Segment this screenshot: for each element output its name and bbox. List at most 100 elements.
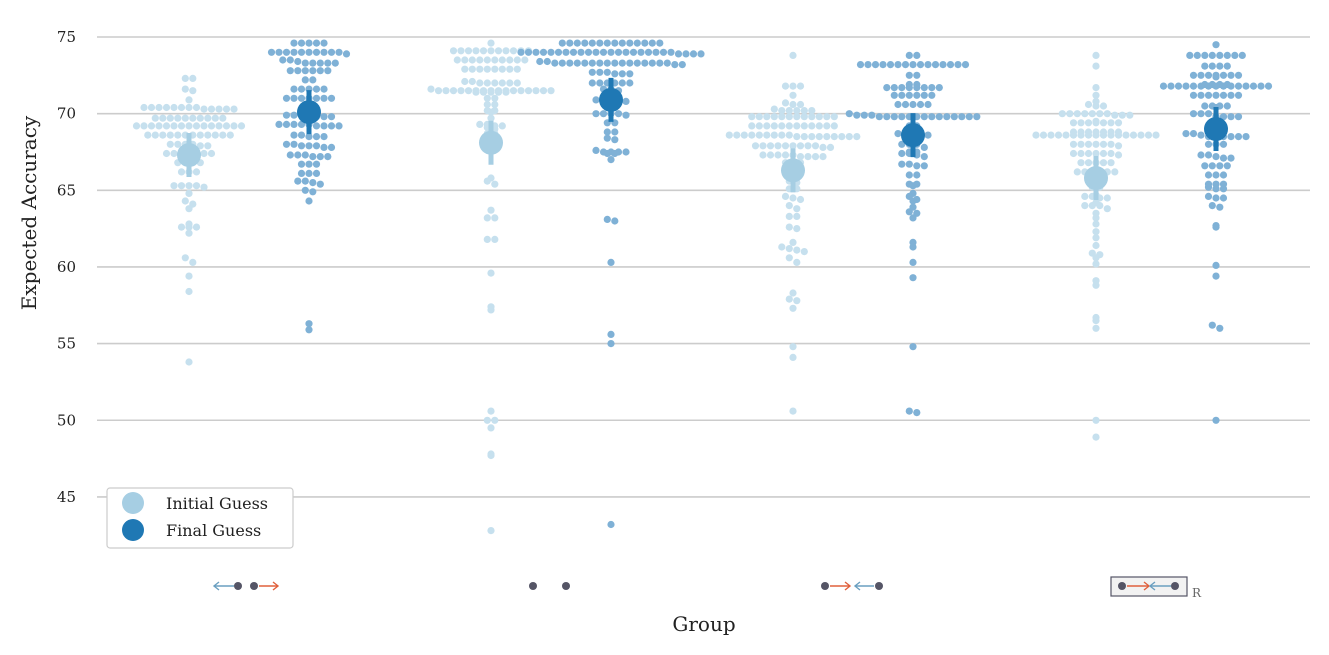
point-final-group-4 bbox=[1219, 194, 1228, 202]
point-initial-group-3 bbox=[759, 151, 767, 159]
point-initial-group-3 bbox=[789, 51, 797, 60]
point-initial-group-2 bbox=[487, 39, 495, 47]
point-initial-group-2 bbox=[434, 87, 443, 95]
point-initial-group-1 bbox=[230, 122, 238, 130]
point-initial-group-2 bbox=[491, 235, 499, 243]
point-final-group-4 bbox=[1204, 171, 1213, 179]
point-final-group-2 bbox=[577, 48, 585, 56]
point-final-group-2 bbox=[626, 39, 634, 47]
point-final-group-2 bbox=[592, 146, 600, 154]
point-final-group-3 bbox=[920, 84, 928, 92]
point-final-group-1 bbox=[320, 122, 328, 130]
point-initial-group-1 bbox=[170, 122, 178, 130]
point-initial-group-2 bbox=[509, 47, 518, 55]
point-final-group-4 bbox=[1204, 71, 1213, 79]
point-final-group-2 bbox=[618, 70, 626, 78]
point-initial-group-4 bbox=[1062, 131, 1070, 139]
mean-final-group-4 bbox=[1204, 116, 1228, 141]
point-final-group-3 bbox=[856, 61, 865, 69]
point-initial-group-4 bbox=[1092, 84, 1100, 92]
point-initial-group-2 bbox=[427, 85, 435, 93]
point-final-group-2 bbox=[644, 48, 653, 56]
point-final-group-3 bbox=[928, 113, 936, 121]
point-initial-group-3 bbox=[785, 295, 793, 303]
point-initial-group-2 bbox=[479, 88, 488, 96]
point-final-group-4 bbox=[1197, 151, 1205, 159]
point-initial-group-2 bbox=[487, 114, 495, 122]
point-initial-group-4 bbox=[1073, 110, 1081, 118]
point-initial-group-2 bbox=[453, 56, 461, 64]
point-initial-group-3 bbox=[763, 131, 771, 139]
point-final-group-2 bbox=[596, 68, 604, 76]
point-initial-group-2 bbox=[468, 77, 476, 86]
point-final-group-3 bbox=[898, 149, 906, 158]
point-initial-group-4 bbox=[1077, 149, 1085, 158]
point-final-group-2 bbox=[689, 50, 698, 58]
point-final-group-3 bbox=[905, 91, 913, 99]
point-final-group-2 bbox=[592, 48, 600, 56]
point-final-group-2 bbox=[626, 59, 634, 67]
point-final-group-1 bbox=[286, 67, 294, 75]
point-initial-group-1 bbox=[151, 114, 159, 122]
point-initial-group-3 bbox=[793, 212, 801, 220]
point-initial-group-4 bbox=[1047, 131, 1055, 139]
point-initial-group-2 bbox=[487, 269, 495, 277]
point-final-group-1 bbox=[305, 320, 313, 328]
point-final-group-4 bbox=[1264, 82, 1273, 90]
point-final-group-2 bbox=[566, 59, 574, 67]
point-initial-group-4 bbox=[1077, 140, 1085, 148]
point-initial-group-3 bbox=[789, 407, 797, 415]
point-final-group-3 bbox=[898, 84, 906, 92]
point-initial-group-2 bbox=[547, 87, 555, 95]
point-initial-group-3 bbox=[808, 107, 816, 115]
point-initial-group-3 bbox=[815, 122, 823, 130]
point-initial-group-3 bbox=[800, 107, 808, 115]
point-final-group-2 bbox=[588, 39, 596, 47]
point-initial-group-2 bbox=[461, 77, 469, 86]
point-initial-group-2 bbox=[487, 88, 495, 96]
point-final-group-4 bbox=[1182, 82, 1190, 90]
point-final-group-1 bbox=[297, 142, 306, 150]
point-initial-group-3 bbox=[789, 343, 797, 351]
point-final-group-3 bbox=[913, 91, 921, 99]
point-final-group-3 bbox=[898, 91, 906, 99]
icon-suffix-label: R bbox=[1192, 586, 1202, 600]
point-initial-group-1 bbox=[170, 103, 178, 112]
point-final-group-2 bbox=[581, 39, 589, 47]
point-final-group-2 bbox=[611, 70, 619, 78]
y-tick-labels: 45 50 55 60 65 70 75 bbox=[57, 28, 76, 506]
point-initial-group-3 bbox=[785, 107, 793, 115]
point-final-group-1 bbox=[316, 59, 324, 67]
point-final-group-3 bbox=[928, 84, 936, 92]
point-initial-group-3 bbox=[830, 113, 838, 121]
point-final-group-3 bbox=[973, 113, 981, 121]
point-final-group-3 bbox=[909, 243, 917, 251]
point-initial-group-4 bbox=[1107, 131, 1115, 139]
point-final-group-1 bbox=[305, 142, 313, 150]
point-final-group-3 bbox=[901, 100, 910, 109]
point-final-group-1 bbox=[297, 94, 306, 102]
point-initial-group-3 bbox=[789, 142, 797, 150]
point-final-group-1 bbox=[290, 111, 298, 119]
point-final-group-1 bbox=[301, 186, 309, 194]
point-initial-group-4 bbox=[1069, 140, 1078, 148]
point-final-group-1 bbox=[297, 169, 306, 177]
point-initial-group-4 bbox=[1084, 131, 1093, 139]
point-final-group-3 bbox=[913, 51, 921, 60]
point-initial-group-2 bbox=[502, 88, 510, 96]
point-final-group-2 bbox=[532, 48, 540, 56]
point-final-group-1 bbox=[312, 142, 321, 150]
point-final-group-3 bbox=[883, 84, 891, 92]
point-initial-group-2 bbox=[461, 65, 469, 73]
point-initial-group-2 bbox=[506, 79, 514, 87]
point-initial-group-1 bbox=[185, 272, 193, 280]
point-initial-group-2 bbox=[506, 65, 514, 73]
point-initial-group-3 bbox=[793, 225, 801, 233]
point-final-group-2 bbox=[656, 39, 664, 47]
point-final-group-4 bbox=[1208, 51, 1216, 60]
point-final-group-4 bbox=[1216, 203, 1224, 211]
point-final-group-4 bbox=[1189, 91, 1198, 99]
point-initial-group-4 bbox=[1092, 416, 1100, 424]
point-final-group-1 bbox=[312, 94, 321, 102]
legend-final-label: Final Guess bbox=[166, 521, 261, 540]
